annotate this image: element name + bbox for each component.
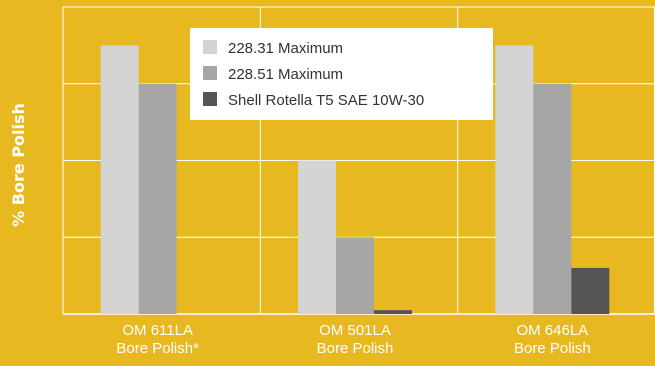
legend-swatch bbox=[203, 92, 217, 106]
bar bbox=[336, 237, 374, 314]
legend-label: 228.31 Maximum bbox=[228, 40, 343, 57]
bar bbox=[533, 83, 572, 314]
bars bbox=[100, 45, 610, 314]
x-tick-label: Bore Polish bbox=[317, 340, 394, 357]
x-tick-label: Bore Polish* bbox=[116, 340, 199, 357]
legend-label: Shell Rotella T5 SAE 10W-30 bbox=[228, 92, 424, 109]
bar bbox=[571, 267, 610, 314]
legend: 228.31 Maximum 228.51 Maximum Shell Rotell… bbox=[190, 28, 493, 120]
y-axis-label: % Bore Polish bbox=[9, 103, 28, 227]
legend-swatch bbox=[203, 66, 217, 80]
x-tick-label: Bore Polish bbox=[514, 340, 591, 357]
x-tick-label: OM 501LA bbox=[319, 322, 391, 339]
bar bbox=[100, 45, 139, 314]
bar bbox=[138, 83, 177, 314]
bar bbox=[495, 45, 534, 314]
x-tick-label: OM 611LA bbox=[122, 322, 193, 339]
legend-box bbox=[190, 28, 493, 120]
bar bbox=[374, 310, 412, 314]
x-tick-label: OM 646LA bbox=[516, 322, 588, 339]
legend-label: 228.51 Maximum bbox=[228, 66, 343, 83]
bar bbox=[298, 160, 336, 314]
legend-swatch bbox=[203, 40, 217, 54]
